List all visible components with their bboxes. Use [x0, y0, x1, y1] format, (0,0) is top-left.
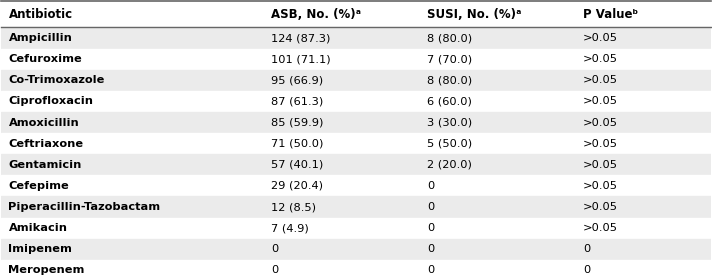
Text: Meropenem: Meropenem [9, 265, 85, 275]
Text: 0: 0 [427, 244, 434, 254]
Text: ASB, No. (%)ᵃ: ASB, No. (%)ᵃ [271, 8, 361, 21]
Text: Ciprofloxacin: Ciprofloxacin [9, 96, 93, 106]
Text: >0.05: >0.05 [583, 54, 618, 64]
Text: 7 (4.9): 7 (4.9) [271, 223, 308, 233]
Text: 3 (30.0): 3 (30.0) [427, 118, 472, 128]
Bar [1, 260, 711, 278]
Text: Amoxicillin: Amoxicillin [9, 118, 79, 128]
Text: Ceftriaxone: Ceftriaxone [9, 139, 83, 149]
Bar [1, 112, 711, 133]
Text: Amikacin: Amikacin [9, 223, 68, 233]
Bar [1, 154, 711, 175]
Text: 8 (80.0): 8 (80.0) [427, 75, 472, 85]
Text: 124 (87.3): 124 (87.3) [271, 33, 330, 43]
Text: 0: 0 [427, 223, 434, 233]
Bar [1, 239, 711, 260]
Text: Antibiotic: Antibiotic [9, 8, 73, 21]
Text: 0: 0 [271, 265, 278, 275]
Text: 5 (50.0): 5 (50.0) [427, 139, 472, 149]
Text: 57 (40.1): 57 (40.1) [271, 160, 323, 170]
Text: 101 (71.1): 101 (71.1) [271, 54, 330, 64]
Text: Cefuroxime: Cefuroxime [9, 54, 82, 64]
Bar [1, 197, 711, 218]
Text: 0: 0 [583, 244, 590, 254]
Bar [1, 49, 711, 70]
Text: 0: 0 [427, 181, 434, 191]
Bar [1, 91, 711, 112]
Bar [1, 70, 711, 91]
Bar [1, 175, 711, 197]
Bar [1, 28, 711, 49]
Text: 29 (20.4): 29 (20.4) [271, 181, 323, 191]
Text: P Valueᵇ: P Valueᵇ [583, 8, 638, 21]
Text: 0: 0 [427, 265, 434, 275]
Text: 2 (20.0): 2 (20.0) [427, 160, 472, 170]
Text: >0.05: >0.05 [583, 181, 618, 191]
Text: >0.05: >0.05 [583, 223, 618, 233]
Text: 0: 0 [427, 202, 434, 212]
Text: 6 (60.0): 6 (60.0) [427, 96, 472, 106]
Text: 7 (70.0): 7 (70.0) [427, 54, 472, 64]
Text: Ampicillin: Ampicillin [9, 33, 73, 43]
Text: Piperacillin-Tazobactam: Piperacillin-Tazobactam [9, 202, 161, 212]
Text: 95 (66.9): 95 (66.9) [271, 75, 323, 85]
Text: 12 (8.5): 12 (8.5) [271, 202, 316, 212]
Text: >0.05: >0.05 [583, 160, 618, 170]
Text: >0.05: >0.05 [583, 96, 618, 106]
Text: >0.05: >0.05 [583, 75, 618, 85]
Text: 85 (59.9): 85 (59.9) [271, 118, 323, 128]
Text: >0.05: >0.05 [583, 139, 618, 149]
Text: >0.05: >0.05 [583, 33, 618, 43]
Text: 87 (61.3): 87 (61.3) [271, 96, 323, 106]
Text: >0.05: >0.05 [583, 118, 618, 128]
Text: >0.05: >0.05 [583, 202, 618, 212]
Bar [1, 133, 711, 154]
Text: 71 (50.0): 71 (50.0) [271, 139, 323, 149]
Bar [1, 218, 711, 239]
Text: 0: 0 [271, 244, 278, 254]
Text: SUSI, No. (%)ᵃ: SUSI, No. (%)ᵃ [427, 8, 521, 21]
Text: Imipenem: Imipenem [9, 244, 73, 254]
Text: Co-Trimoxazole: Co-Trimoxazole [9, 75, 105, 85]
Text: 0: 0 [583, 265, 590, 275]
Text: Cefepime: Cefepime [9, 181, 69, 191]
Bar [1, 1, 711, 28]
Text: Gentamicin: Gentamicin [9, 160, 82, 170]
Text: 8 (80.0): 8 (80.0) [427, 33, 472, 43]
